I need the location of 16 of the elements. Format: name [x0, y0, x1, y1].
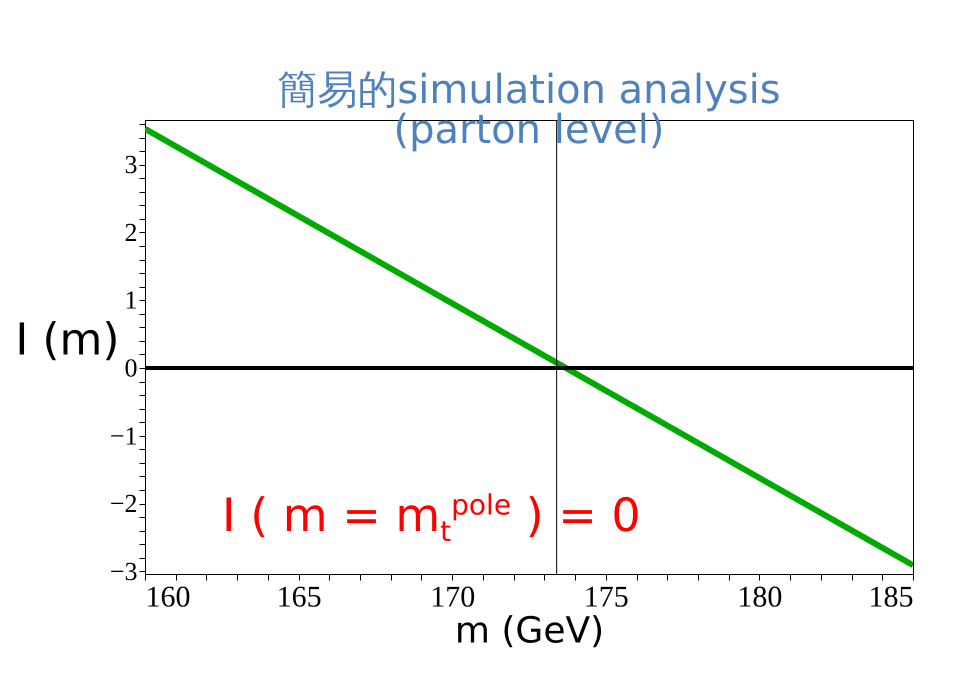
- y-tick-label: −2: [110, 489, 138, 518]
- annotation: I ( m = m$_{t}$$^{pole}$ ) = 0: [222, 488, 641, 548]
- y-axis-title: I (m): [15, 314, 120, 366]
- y-tick-label: 0: [124, 354, 138, 383]
- y-tick-label: 3: [124, 150, 138, 180]
- y-tick-label: −3: [110, 556, 138, 586]
- x-tick-label: 165: [276, 580, 322, 614]
- x-tick-label: 170: [430, 580, 476, 614]
- y-tick-label: 1: [124, 286, 138, 315]
- x-tick-label: 160: [146, 580, 190, 614]
- y-tick-label: 2: [124, 218, 138, 247]
- x-tick-label: 180: [737, 580, 782, 614]
- x-tick-label: 175: [584, 580, 629, 614]
- y-tick-label: −1: [110, 421, 138, 450]
- x-axis-title: m (GeV): [454, 610, 604, 652]
- x-tick-label: 185: [868, 580, 914, 614]
